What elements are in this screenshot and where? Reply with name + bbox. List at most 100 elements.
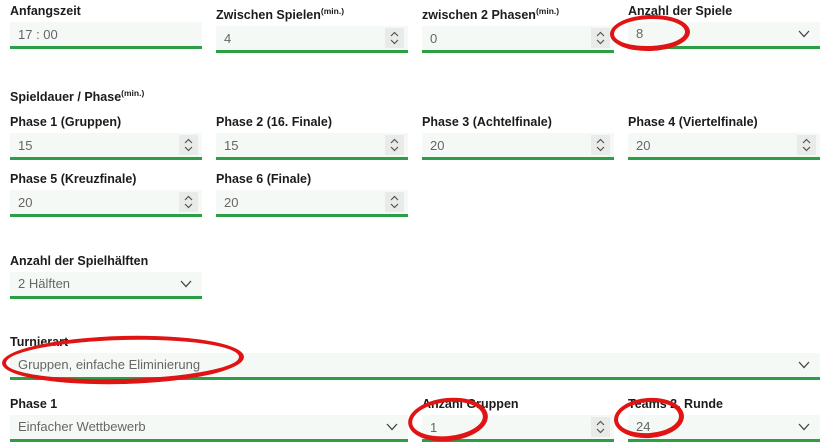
teams-2-runde-select[interactable]: 24	[628, 415, 820, 443]
phases-row-2: Phase 5 (Kreuzfinale) Phase 6 (Finale)	[10, 172, 820, 218]
number-spinner[interactable]	[385, 192, 404, 213]
turnierart-select[interactable]: Gruppen, einfache Eliminierung	[10, 353, 820, 381]
phase-5-duration-wrapper	[10, 190, 202, 218]
spinner-up-icon	[390, 138, 399, 144]
anzahl-gruppen-label: Anzahl Gruppen	[422, 397, 519, 412]
spinner-up-icon	[184, 138, 193, 144]
spinner-down-icon	[184, 203, 193, 209]
spinner-up-icon	[596, 138, 605, 144]
phase-2-duration-group: Phase 2 (16. Finale)	[216, 115, 408, 161]
spinner-up-icon	[596, 31, 605, 37]
number-spinner[interactable]	[797, 135, 816, 156]
phase-1-type-label: Phase 1	[10, 397, 58, 412]
anzahl-gruppen-group: Anzahl Gruppen	[422, 397, 614, 443]
zwischen-spielen-unit: (min.)	[320, 6, 345, 16]
chevron-down-icon	[180, 280, 192, 288]
number-spinner[interactable]	[591, 28, 610, 49]
phase-1-type-select[interactable]: Einfacher Wettbewerb	[10, 415, 408, 443]
phase-6-duration-input[interactable]	[216, 190, 408, 215]
spinner-down-icon	[390, 146, 399, 152]
anzahl-der-spiele-label: Anzahl der Spiele	[628, 4, 733, 18]
anzahl-der-spiele-value: 8	[636, 26, 644, 41]
spinner-up-icon	[390, 195, 399, 201]
zwischen-spielen-label-text: Zwischen Spielen	[216, 8, 321, 23]
phase-2-duration-wrapper	[216, 133, 408, 161]
zwischen-spielen-input-wrapper	[216, 26, 408, 54]
phase-3-duration-wrapper	[422, 133, 614, 161]
chevron-down-icon	[798, 423, 810, 431]
spielhaelften-select[interactable]: 2 Hälften	[10, 272, 202, 300]
chevron-down-icon	[386, 423, 398, 431]
phase-6-duration-group: Phase 6 (Finale)	[216, 172, 408, 218]
spinner-down-icon	[596, 146, 605, 152]
phase-1-duration-label: Phase 1 (Gruppen)	[10, 115, 122, 130]
spinner-up-icon	[390, 31, 399, 37]
phase-5-duration-label: Phase 5 (Kreuzfinale)	[10, 172, 137, 187]
spielhaelften-value: 2 Hälften	[18, 276, 71, 292]
teams-2-runde-label: Teams 2. Runde	[628, 397, 723, 412]
number-spinner[interactable]	[179, 192, 198, 213]
spielhaelften-label: Anzahl der Spielhälften	[10, 254, 149, 269]
spinner-up-icon	[596, 420, 605, 426]
spieldauer-section-heading: Spieldauer / Phase(min.)	[10, 87, 820, 104]
chevron-down-icon	[798, 30, 810, 38]
anfangszeit-input-wrapper	[10, 22, 202, 49]
anzahl-der-spiele-group: Anzahl der Spiele 8	[628, 5, 820, 53]
phase-5-duration-input[interactable]	[10, 190, 202, 215]
spinner-down-icon	[596, 39, 605, 45]
spieldauer-heading-text: Spieldauer / Phase	[10, 90, 122, 105]
spinner-down-icon	[596, 428, 605, 434]
phase-6-duration-wrapper	[216, 190, 408, 218]
zwischen-spielen-input[interactable]	[216, 26, 408, 51]
spinner-down-icon	[390, 203, 399, 209]
zwischen-2-phasen-label-text: zwischen 2 Phasen	[422, 8, 536, 23]
zwischen-2-phasen-input-wrapper	[422, 26, 614, 54]
phases-row-1: Phase 1 (Gruppen) Phase 2 (16. Finale)	[10, 115, 820, 161]
zwischen-2-phasen-group: zwischen 2 Phasen(min.)	[422, 5, 614, 54]
phase-6-duration-label: Phase 6 (Finale)	[216, 172, 312, 187]
phase-4-duration-group: Phase 4 (Viertelfinale)	[628, 115, 820, 161]
zwischen-2-phasen-unit: (min.)	[535, 6, 560, 16]
phase-2-duration-label: Phase 2 (16. Finale)	[216, 115, 333, 130]
spinner-up-icon	[802, 138, 811, 144]
anzahl-der-spiele-select[interactable]: 8	[628, 22, 820, 49]
phase-3-duration-label: Phase 3 (Achtelfinale)	[422, 115, 552, 130]
anfangszeit-input[interactable]	[10, 22, 202, 46]
phase-4-duration-input[interactable]	[628, 133, 820, 158]
anzahl-gruppen-input[interactable]	[422, 415, 614, 440]
timing-row: Anfangszeit Zwischen Spielen(min.) zwisc…	[10, 5, 820, 54]
spinner-down-icon	[184, 146, 193, 152]
zwischen-spielen-group: Zwischen Spielen(min.)	[216, 5, 408, 54]
spielhaelften-group: Anzahl der Spielhälften 2 Hälften	[10, 254, 202, 300]
number-spinner[interactable]	[591, 417, 610, 438]
anfangszeit-label: Anfangszeit	[10, 4, 81, 18]
phase-3-duration-group: Phase 3 (Achtelfinale)	[422, 115, 614, 161]
phase-1-duration-group: Phase 1 (Gruppen)	[10, 115, 202, 161]
turnierart-label: Turnierart	[10, 335, 69, 350]
turnierart-group: Turnierart Gruppen, einfache Eliminierun…	[10, 335, 820, 381]
spinner-down-icon	[390, 39, 399, 45]
phase-1-duration-input[interactable]	[10, 133, 202, 158]
spinner-down-icon	[802, 146, 811, 152]
phase-1-type-value: Einfacher Wettbewerb	[18, 419, 146, 435]
phase-4-duration-label: Phase 4 (Viertelfinale)	[628, 115, 758, 130]
number-spinner[interactable]	[591, 135, 610, 156]
phase-3-duration-input[interactable]	[422, 133, 614, 158]
spieldauer-heading-unit: (min.)	[121, 88, 145, 99]
number-spinner[interactable]	[385, 28, 404, 49]
zwischen-spielen-label: Zwischen Spielen(min.)	[216, 5, 408, 22]
anzahl-gruppen-wrapper	[422, 415, 614, 443]
phase-1-type-group: Phase 1 Einfacher Wettbewerb	[10, 397, 408, 443]
phase-4-duration-wrapper	[628, 133, 820, 161]
chevron-down-icon	[798, 361, 810, 369]
number-spinner[interactable]	[179, 135, 198, 156]
phase-2-duration-input[interactable]	[216, 133, 408, 158]
zwischen-2-phasen-label: zwischen 2 Phasen(min.)	[422, 5, 614, 22]
phase-1-duration-wrapper	[10, 133, 202, 161]
phase-5-duration-group: Phase 5 (Kreuzfinale)	[10, 172, 202, 218]
anfangszeit-group: Anfangszeit	[10, 5, 202, 53]
number-spinner[interactable]	[385, 135, 404, 156]
zwischen-2-phasen-input[interactable]	[422, 26, 614, 51]
spinner-up-icon	[184, 195, 193, 201]
